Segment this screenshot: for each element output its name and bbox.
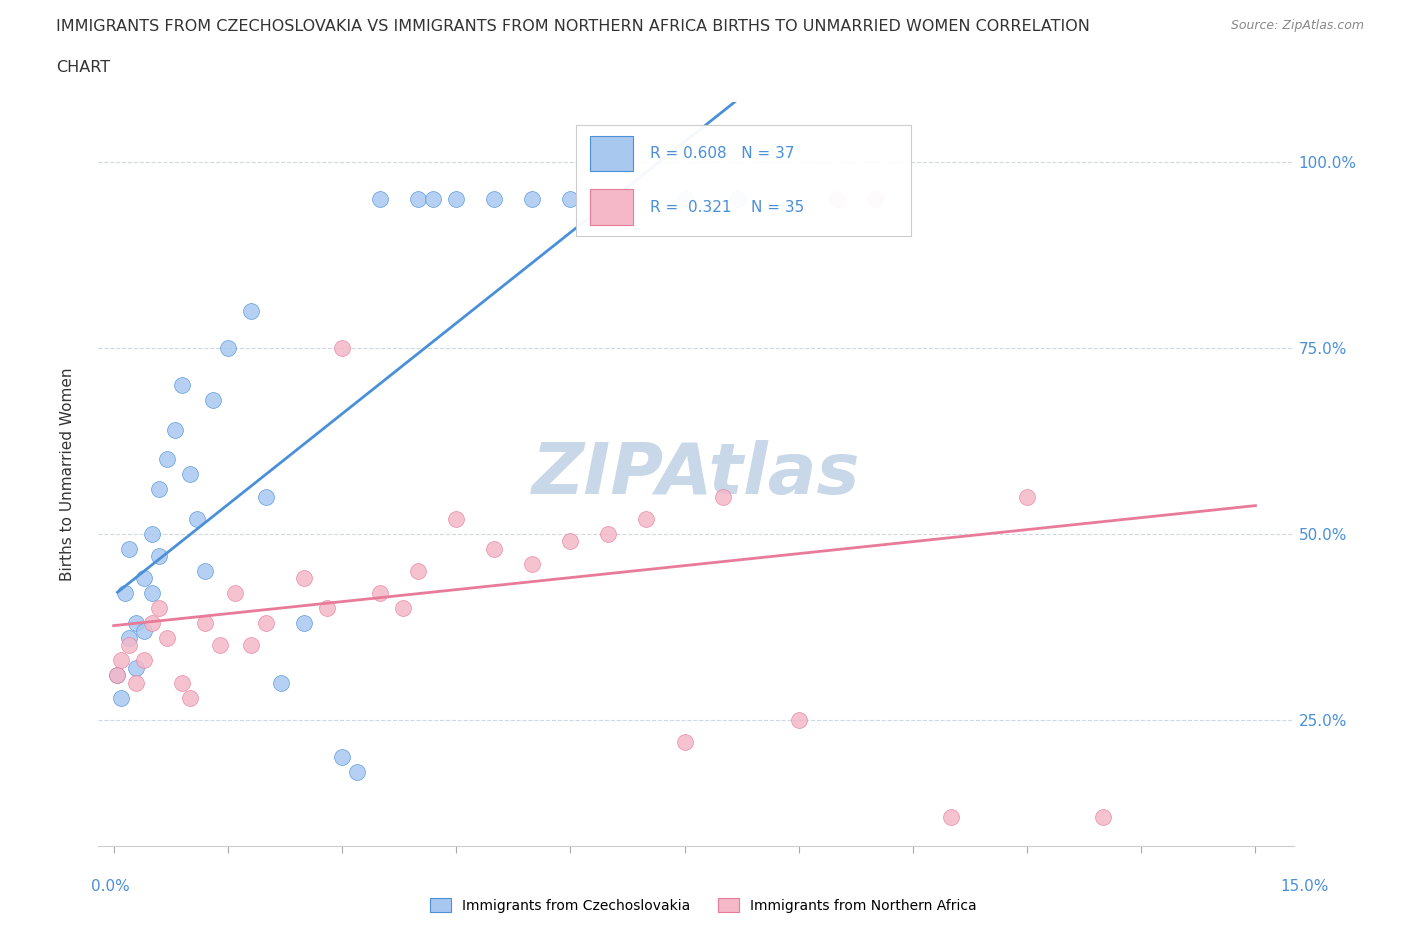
Point <box>787 712 810 727</box>
Point <box>422 192 444 206</box>
Text: Source: ZipAtlas.com: Source: ZipAtlas.com <box>1230 19 1364 32</box>
Point <box>1017 489 1039 504</box>
Point <box>254 489 277 504</box>
Point <box>141 616 163 631</box>
Point <box>209 638 232 653</box>
Point <box>484 541 506 556</box>
Point <box>141 586 163 601</box>
Point <box>368 192 391 206</box>
Point <box>132 653 155 668</box>
Point <box>673 192 696 206</box>
Point <box>406 564 429 578</box>
Point <box>863 192 886 206</box>
Point <box>392 601 415 616</box>
Point <box>939 809 962 824</box>
Point <box>148 549 170 564</box>
Point <box>148 601 170 616</box>
Point <box>406 192 429 206</box>
Point <box>172 378 194 392</box>
Point <box>156 631 179 645</box>
Point <box>522 192 544 206</box>
Y-axis label: Births to Unmarried Women: Births to Unmarried Women <box>60 367 75 581</box>
Text: 0.0%: 0.0% <box>91 879 131 894</box>
Point <box>107 668 129 683</box>
Point <box>217 340 239 355</box>
Text: ZIPAtlas: ZIPAtlas <box>531 440 860 509</box>
Point <box>201 392 224 407</box>
Point <box>330 340 353 355</box>
Point <box>132 623 155 638</box>
Point <box>118 638 141 653</box>
Point <box>114 586 136 601</box>
Point <box>125 616 148 631</box>
Point <box>636 512 658 526</box>
Point <box>156 452 179 467</box>
Point <box>1092 809 1115 824</box>
Point <box>727 192 749 206</box>
Point <box>194 564 217 578</box>
Point <box>560 192 582 206</box>
Point <box>125 660 148 675</box>
Point <box>224 586 246 601</box>
Point <box>125 675 148 690</box>
Point <box>110 690 132 705</box>
Point <box>330 750 353 764</box>
Point <box>711 489 734 504</box>
Point <box>132 571 155 586</box>
Point <box>444 512 467 526</box>
Legend: Immigrants from Czechoslovakia, Immigrants from Northern Africa: Immigrants from Czechoslovakia, Immigran… <box>425 893 981 919</box>
Point <box>254 616 277 631</box>
Point <box>186 512 208 526</box>
Point <box>118 631 141 645</box>
Point <box>118 541 141 556</box>
Point <box>110 653 132 668</box>
Point <box>484 192 506 206</box>
Point <box>825 192 848 206</box>
Point <box>239 638 262 653</box>
Point <box>270 675 292 690</box>
Point <box>346 764 368 779</box>
Point <box>598 192 620 206</box>
Point <box>239 303 262 318</box>
Point <box>172 675 194 690</box>
Point <box>194 616 217 631</box>
Text: IMMIGRANTS FROM CZECHOSLOVAKIA VS IMMIGRANTS FROM NORTHERN AFRICA BIRTHS TO UNMA: IMMIGRANTS FROM CZECHOSLOVAKIA VS IMMIGR… <box>56 19 1090 33</box>
Point <box>315 601 337 616</box>
Point <box>598 526 620 541</box>
Point <box>368 586 391 601</box>
Point <box>522 556 544 571</box>
Text: CHART: CHART <box>56 60 110 75</box>
Point <box>444 192 467 206</box>
Text: 15.0%: 15.0% <box>1281 879 1329 894</box>
Point <box>107 668 129 683</box>
Point <box>141 526 163 541</box>
Point <box>292 616 315 631</box>
Point <box>560 534 582 549</box>
Point <box>179 467 201 482</box>
Point <box>179 690 201 705</box>
Point <box>148 482 170 497</box>
Point <box>673 735 696 750</box>
Point <box>163 422 186 437</box>
Point <box>292 571 315 586</box>
